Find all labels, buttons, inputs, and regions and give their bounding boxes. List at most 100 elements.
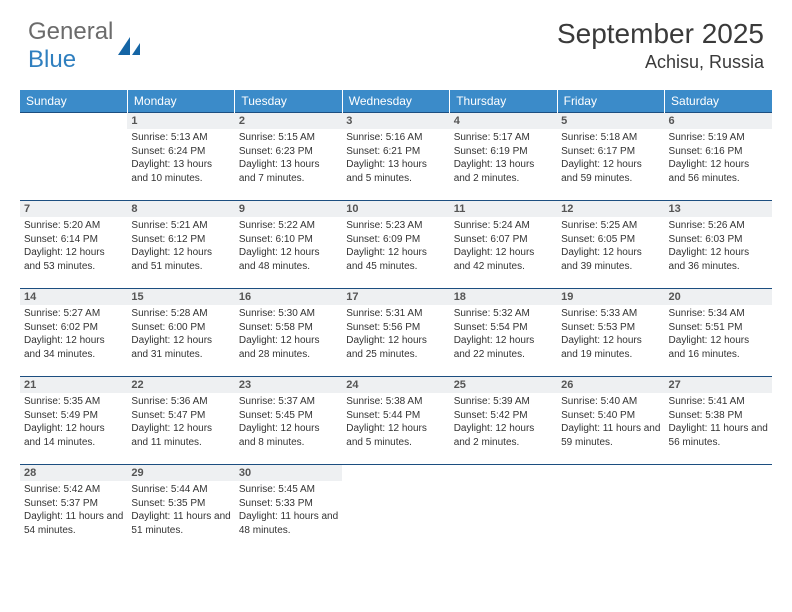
day-number: 11	[450, 201, 557, 217]
day-details: Sunrise: 5:30 AMSunset: 5:58 PMDaylight:…	[235, 305, 342, 363]
day-number: 16	[235, 289, 342, 305]
calendar-cell	[20, 113, 127, 201]
calendar-cell: 6Sunrise: 5:19 AMSunset: 6:16 PMDaylight…	[665, 113, 772, 201]
calendar-cell: 29Sunrise: 5:44 AMSunset: 5:35 PMDayligh…	[127, 465, 234, 553]
calendar-week-row: 1Sunrise: 5:13 AMSunset: 6:24 PMDaylight…	[20, 113, 772, 201]
logo: General Blue	[28, 18, 143, 74]
day-details: Sunrise: 5:16 AMSunset: 6:21 PMDaylight:…	[342, 129, 449, 187]
day-number: 29	[127, 465, 234, 481]
day-details: Sunrise: 5:27 AMSunset: 6:02 PMDaylight:…	[20, 305, 127, 363]
calendar-cell: 27Sunrise: 5:41 AMSunset: 5:38 PMDayligh…	[665, 377, 772, 465]
day-number: 14	[20, 289, 127, 305]
day-header: Monday	[127, 90, 234, 113]
day-number: 17	[342, 289, 449, 305]
day-number: 18	[450, 289, 557, 305]
day-number: 22	[127, 377, 234, 393]
calendar-cell: 28Sunrise: 5:42 AMSunset: 5:37 PMDayligh…	[20, 465, 127, 553]
day-number: 6	[665, 113, 772, 129]
calendar-week-row: 14Sunrise: 5:27 AMSunset: 6:02 PMDayligh…	[20, 289, 772, 377]
day-number: 9	[235, 201, 342, 217]
calendar-cell: 1Sunrise: 5:13 AMSunset: 6:24 PMDaylight…	[127, 113, 234, 201]
logo-text-blue: Blue	[28, 46, 76, 73]
calendar-cell: 16Sunrise: 5:30 AMSunset: 5:58 PMDayligh…	[235, 289, 342, 377]
day-details: Sunrise: 5:13 AMSunset: 6:24 PMDaylight:…	[127, 129, 234, 187]
calendar-cell: 21Sunrise: 5:35 AMSunset: 5:49 PMDayligh…	[20, 377, 127, 465]
calendar-cell: 20Sunrise: 5:34 AMSunset: 5:51 PMDayligh…	[665, 289, 772, 377]
day-details: Sunrise: 5:28 AMSunset: 6:00 PMDaylight:…	[127, 305, 234, 363]
calendar-cell: 14Sunrise: 5:27 AMSunset: 6:02 PMDayligh…	[20, 289, 127, 377]
day-details: Sunrise: 5:37 AMSunset: 5:45 PMDaylight:…	[235, 393, 342, 451]
calendar-cell: 26Sunrise: 5:40 AMSunset: 5:40 PMDayligh…	[557, 377, 664, 465]
calendar-cell: 24Sunrise: 5:38 AMSunset: 5:44 PMDayligh…	[342, 377, 449, 465]
day-details: Sunrise: 5:15 AMSunset: 6:23 PMDaylight:…	[235, 129, 342, 187]
calendar-week-row: 7Sunrise: 5:20 AMSunset: 6:14 PMDaylight…	[20, 201, 772, 289]
calendar-cell: 7Sunrise: 5:20 AMSunset: 6:14 PMDaylight…	[20, 201, 127, 289]
calendar-cell: 22Sunrise: 5:36 AMSunset: 5:47 PMDayligh…	[127, 377, 234, 465]
calendar-cell: 30Sunrise: 5:45 AMSunset: 5:33 PMDayligh…	[235, 465, 342, 553]
title-block: September 2025 Achisu, Russia	[557, 18, 764, 73]
calendar-cell: 5Sunrise: 5:18 AMSunset: 6:17 PMDaylight…	[557, 113, 664, 201]
day-details: Sunrise: 5:45 AMSunset: 5:33 PMDaylight:…	[235, 481, 342, 539]
day-number: 2	[235, 113, 342, 129]
day-details: Sunrise: 5:33 AMSunset: 5:53 PMDaylight:…	[557, 305, 664, 363]
calendar-cell: 15Sunrise: 5:28 AMSunset: 6:00 PMDayligh…	[127, 289, 234, 377]
day-details: Sunrise: 5:42 AMSunset: 5:37 PMDaylight:…	[20, 481, 127, 539]
calendar-week-row: 21Sunrise: 5:35 AMSunset: 5:49 PMDayligh…	[20, 377, 772, 465]
calendar-cell: 13Sunrise: 5:26 AMSunset: 6:03 PMDayligh…	[665, 201, 772, 289]
day-number: 27	[665, 377, 772, 393]
day-details: Sunrise: 5:40 AMSunset: 5:40 PMDaylight:…	[557, 393, 664, 451]
calendar-cell: 25Sunrise: 5:39 AMSunset: 5:42 PMDayligh…	[450, 377, 557, 465]
day-number: 21	[20, 377, 127, 393]
calendar-table: Sunday Monday Tuesday Wednesday Thursday…	[20, 90, 772, 553]
day-details: Sunrise: 5:21 AMSunset: 6:12 PMDaylight:…	[127, 217, 234, 275]
calendar-cell: 2Sunrise: 5:15 AMSunset: 6:23 PMDaylight…	[235, 113, 342, 201]
day-details: Sunrise: 5:32 AMSunset: 5:54 PMDaylight:…	[450, 305, 557, 363]
location: Achisu, Russia	[557, 52, 764, 73]
calendar-cell: 9Sunrise: 5:22 AMSunset: 6:10 PMDaylight…	[235, 201, 342, 289]
day-details: Sunrise: 5:18 AMSunset: 6:17 PMDaylight:…	[557, 129, 664, 187]
day-number: 1	[127, 113, 234, 129]
calendar-cell	[342, 465, 449, 553]
day-header: Friday	[557, 90, 664, 113]
calendar-cell: 18Sunrise: 5:32 AMSunset: 5:54 PMDayligh…	[450, 289, 557, 377]
day-details: Sunrise: 5:39 AMSunset: 5:42 PMDaylight:…	[450, 393, 557, 451]
day-details: Sunrise: 5:25 AMSunset: 6:05 PMDaylight:…	[557, 217, 664, 275]
calendar-cell	[665, 465, 772, 553]
day-number: 15	[127, 289, 234, 305]
day-number: 4	[450, 113, 557, 129]
day-details: Sunrise: 5:22 AMSunset: 6:10 PMDaylight:…	[235, 217, 342, 275]
day-number: 12	[557, 201, 664, 217]
day-details: Sunrise: 5:35 AMSunset: 5:49 PMDaylight:…	[20, 393, 127, 451]
day-details: Sunrise: 5:20 AMSunset: 6:14 PMDaylight:…	[20, 217, 127, 275]
calendar-cell	[450, 465, 557, 553]
day-details: Sunrise: 5:44 AMSunset: 5:35 PMDaylight:…	[127, 481, 234, 539]
calendar-cell: 8Sunrise: 5:21 AMSunset: 6:12 PMDaylight…	[127, 201, 234, 289]
day-number: 10	[342, 201, 449, 217]
calendar-week-row: 28Sunrise: 5:42 AMSunset: 5:37 PMDayligh…	[20, 465, 772, 553]
day-number: 13	[665, 201, 772, 217]
header: General Blue September 2025 Achisu, Russ…	[0, 0, 792, 82]
day-details: Sunrise: 5:26 AMSunset: 6:03 PMDaylight:…	[665, 217, 772, 275]
day-number: 5	[557, 113, 664, 129]
day-details: Sunrise: 5:23 AMSunset: 6:09 PMDaylight:…	[342, 217, 449, 275]
day-details: Sunrise: 5:19 AMSunset: 6:16 PMDaylight:…	[665, 129, 772, 187]
calendar-cell: 10Sunrise: 5:23 AMSunset: 6:09 PMDayligh…	[342, 201, 449, 289]
day-header: Sunday	[20, 90, 127, 113]
day-number: 28	[20, 465, 127, 481]
day-header: Wednesday	[342, 90, 449, 113]
month-title: September 2025	[557, 18, 764, 50]
calendar-cell: 4Sunrise: 5:17 AMSunset: 6:19 PMDaylight…	[450, 113, 557, 201]
day-details: Sunrise: 5:17 AMSunset: 6:19 PMDaylight:…	[450, 129, 557, 187]
calendar-cell: 11Sunrise: 5:24 AMSunset: 6:07 PMDayligh…	[450, 201, 557, 289]
logo-sail-icon	[117, 35, 143, 57]
day-number: 24	[342, 377, 449, 393]
day-number: 7	[20, 201, 127, 217]
day-details: Sunrise: 5:36 AMSunset: 5:47 PMDaylight:…	[127, 393, 234, 451]
calendar-cell: 23Sunrise: 5:37 AMSunset: 5:45 PMDayligh…	[235, 377, 342, 465]
day-details: Sunrise: 5:41 AMSunset: 5:38 PMDaylight:…	[665, 393, 772, 451]
day-header-row: Sunday Monday Tuesday Wednesday Thursday…	[20, 90, 772, 113]
calendar-cell: 3Sunrise: 5:16 AMSunset: 6:21 PMDaylight…	[342, 113, 449, 201]
day-number: 26	[557, 377, 664, 393]
calendar-cell	[557, 465, 664, 553]
day-number: 8	[127, 201, 234, 217]
